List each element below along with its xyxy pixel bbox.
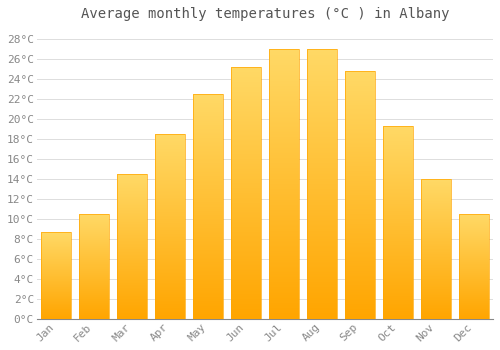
- Bar: [345, 71, 375, 319]
- Bar: [41, 232, 70, 319]
- Bar: [193, 94, 222, 319]
- Bar: [269, 49, 298, 319]
- Bar: [459, 214, 489, 319]
- Bar: [79, 214, 108, 319]
- Bar: [307, 49, 337, 319]
- Bar: [155, 134, 184, 319]
- Bar: [117, 174, 146, 319]
- Bar: [383, 126, 413, 319]
- Title: Average monthly temperatures (°C ) in Albany: Average monthly temperatures (°C ) in Al…: [80, 7, 449, 21]
- Bar: [231, 67, 260, 319]
- Bar: [421, 179, 451, 319]
